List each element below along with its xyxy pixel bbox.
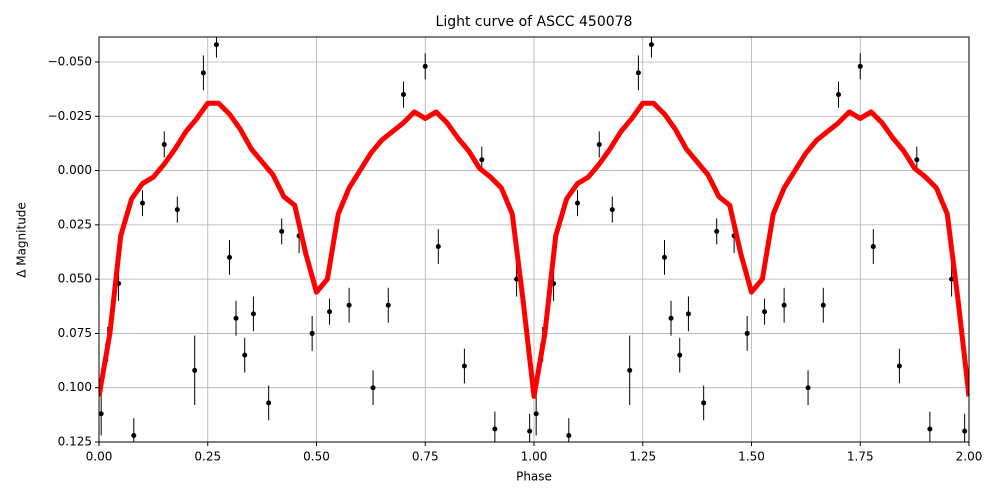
data-point [566, 432, 572, 438]
model-curve [99, 100, 969, 399]
data-point [609, 207, 615, 213]
y-tick-label: 0.125 [58, 435, 92, 449]
x-tick-label: 1.00 [521, 450, 548, 464]
data-point [635, 70, 641, 76]
data-point [685, 311, 691, 317]
data-point [575, 200, 580, 206]
data-point [662, 254, 667, 260]
data-point [781, 302, 787, 308]
data-point [346, 302, 352, 308]
data-point [422, 63, 428, 69]
data-point [668, 315, 674, 321]
plot-area [99, 37, 969, 442]
chart-title: Light curve of ASCC 450078 [436, 14, 633, 30]
y-tick-label: 0.025 [58, 217, 92, 231]
data-point [596, 141, 602, 147]
y-tick-label: 0.100 [58, 380, 92, 394]
y-tick-label: −0.025 [48, 109, 92, 123]
data-point [131, 432, 137, 438]
data-point [962, 428, 968, 434]
data-point [435, 244, 441, 250]
x-tick-label: 2.00 [956, 450, 983, 464]
data-point [927, 426, 933, 432]
data-point [836, 92, 841, 98]
data-point [492, 426, 498, 432]
y-tick-label: 0.075 [58, 326, 92, 340]
data-point [744, 330, 750, 336]
data-point [266, 400, 272, 406]
data-point [401, 92, 406, 98]
data-point [233, 315, 239, 321]
data-point [896, 363, 902, 369]
data-point [385, 302, 391, 308]
x-tick-label: 0.25 [194, 450, 221, 464]
data-point [820, 302, 826, 308]
data-point [914, 157, 920, 163]
x-axis-label: Phase [516, 470, 552, 484]
data-point [250, 311, 256, 317]
data-point [627, 367, 633, 373]
x-tick-label: 0.00 [86, 450, 113, 464]
data-point [192, 367, 198, 373]
data-point [677, 352, 683, 358]
data-point [227, 254, 232, 260]
data-point [479, 157, 485, 163]
data-point [99, 411, 104, 417]
data-point [714, 228, 720, 234]
data-point [701, 400, 707, 406]
data-point [870, 244, 876, 250]
x-tick-label: 1.25 [629, 450, 656, 464]
x-tick-label: 0.50 [303, 450, 330, 464]
y-tick-label: 0.000 [58, 163, 92, 177]
data-point [327, 309, 333, 315]
data-point [174, 207, 180, 213]
data-point [762, 309, 768, 315]
y-tick-label: −0.050 [48, 54, 92, 68]
data-point [279, 228, 285, 234]
y-tick-label: 0.050 [58, 272, 92, 286]
x-tick-label: 0.75 [412, 450, 439, 464]
data-point [309, 330, 315, 336]
data-point [527, 428, 533, 434]
data-point [648, 42, 654, 48]
data-point [161, 141, 167, 147]
data-point [533, 411, 539, 417]
x-tick-label: 1.50 [738, 450, 765, 464]
data-point [200, 70, 206, 76]
data-point [857, 63, 863, 69]
data-point [140, 200, 145, 206]
plot-frame [98, 36, 970, 443]
y-axis-label: Δ Magnitude [15, 202, 29, 278]
data-point [461, 363, 467, 369]
x-tick-label: 1.75 [847, 450, 874, 464]
data-point [370, 385, 376, 391]
data-point [242, 352, 248, 358]
data-point [213, 42, 219, 48]
data-point [805, 385, 811, 391]
